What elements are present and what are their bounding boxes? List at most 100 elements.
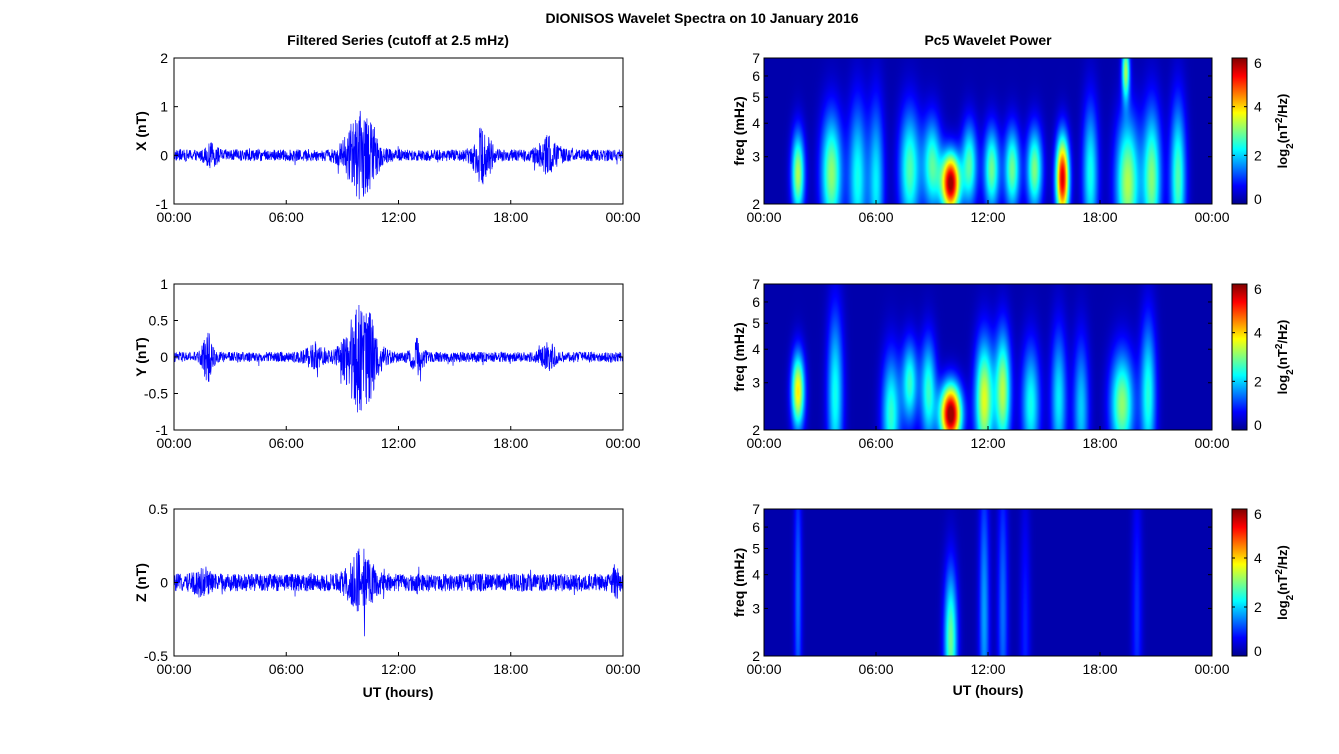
series-x-xtick-label: 00:00	[605, 209, 640, 225]
spectrum-z-ytick-label: 5	[752, 540, 760, 556]
spectrum-z-ylabel: freq (mHz)	[731, 548, 747, 617]
spectrum-x-colorbar-label: log2(nT2/Hz)	[1274, 94, 1296, 169]
series-y-line	[174, 304, 623, 413]
spectrum-x-colorbar-tick-label: 6	[1254, 55, 1262, 71]
spectrum-x-ytick-label: 2	[752, 196, 760, 212]
left-column-title: Filtered Series (cutoff at 2.5 mHz)	[287, 32, 509, 48]
spectrum-x-ylabel: freq (mHz)	[731, 96, 747, 165]
series-z-ytick-label: 0	[160, 575, 168, 591]
spectrum-z-colorbar-gradient	[1231, 508, 1248, 657]
spectrum-x-ytick-label: 6	[752, 68, 760, 84]
series-x-xtick-label: 12:00	[381, 209, 416, 225]
spectrum-z-heatmap-canvas	[764, 509, 1212, 656]
series-x-line	[174, 110, 623, 200]
spectrum-x-colorbar-gradient	[1231, 57, 1248, 205]
series-x-panel: -1 0 1 2 X (nT) 00:00 06:00 12:00 18:00 00:00	[133, 50, 641, 225]
spectrum-x-xtick-label: 00:00	[1194, 209, 1229, 225]
series-x-xtick-label: 18:00	[493, 209, 528, 225]
series-y-xtick-label: 00:00	[156, 435, 191, 451]
series-y-ylabel: Y (nT)	[133, 337, 149, 376]
spectrum-y-heatmap-canvas	[764, 284, 1212, 430]
series-x-ylabel: X (nT)	[133, 111, 149, 151]
series-y-xtick-label: 00:00	[605, 435, 640, 451]
spectrum-z-colorbar-tick-label: 6	[1254, 506, 1262, 522]
spectrum-z-colorbar-tick-label: 0	[1254, 643, 1262, 659]
spectrum-y-xtick-label: 06:00	[858, 435, 893, 451]
x-axis-label-right: UT (hours)	[953, 682, 1024, 698]
spectrum-y-panel: 2 3 4 5 6 7 freq (mHz) 0 2 4 6 log2(nT2/Hz) 00:00 06:…	[731, 276, 1296, 451]
series-z-xtick-label: 12:00	[381, 661, 416, 677]
series-z-xtick-label: 06:00	[269, 661, 304, 677]
series-x-xtick-label: 00:00	[156, 209, 191, 225]
spectrum-z-xtick-label: 00:00	[746, 661, 781, 677]
spectrum-x-colorbar-tick-label: 4	[1254, 99, 1262, 115]
spectrum-y-xtick-label: 00:00	[1194, 435, 1229, 451]
spectrum-y-colorbar-tick-label: 2	[1254, 373, 1262, 389]
spectrum-x-xtick-label: 00:00	[746, 209, 781, 225]
series-y-xtick-label: 18:00	[493, 435, 528, 451]
series-x-ytick-label: -1	[156, 196, 169, 212]
spectrum-y-ylabel: freq (mHz)	[731, 322, 747, 391]
spectrum-z-colorbar-tick-label: 2	[1254, 599, 1262, 615]
series-x-plot-area	[174, 58, 623, 204]
spectrum-z-xtick-label: 06:00	[858, 661, 893, 677]
spectrum-z-xtick-label: 12:00	[970, 661, 1005, 677]
series-z-xtick-label: 00:00	[605, 661, 640, 677]
spectrum-x-colorbar: 0 2 4 6 log2(nT2/Hz)	[1231, 55, 1296, 207]
spectrum-y-ytick-label: 2	[752, 422, 760, 438]
spectrum-x-ytick-label: 5	[752, 89, 760, 105]
spectrum-y-colorbar-tick-label: 0	[1254, 417, 1262, 433]
spectrum-z-colorbar-tick-label: 4	[1254, 550, 1262, 566]
spectrum-y-ytick-label: 7	[752, 276, 760, 292]
spectrum-x-heatmap-canvas	[764, 58, 1212, 204]
spectrum-y-ytick-label: 5	[752, 315, 760, 331]
spectrum-z-xtick-label: 00:00	[1194, 661, 1229, 677]
spectrum-x-ytick-label: 3	[752, 149, 760, 165]
spectrum-x-xtick-label: 12:00	[970, 209, 1005, 225]
spectrum-y-ytick-label: 4	[752, 341, 760, 357]
spectrum-z-colorbar-label: log2(nT2/Hz)	[1274, 545, 1296, 620]
spectrum-z-panel: 2 3 4 5 6 7 freq (mHz) 0 2 4 6 log2(nT2/Hz) 00:00 06:…	[731, 501, 1296, 677]
series-z-line	[174, 548, 623, 637]
series-z-xtick-label: 00:00	[156, 661, 191, 677]
spectrum-y-xtick-label: 12:00	[970, 435, 1005, 451]
series-z-ylabel: Z (nT)	[133, 563, 149, 602]
spectrum-z-ytick-label: 6	[752, 519, 760, 535]
spectrum-y-heatmap	[764, 284, 1212, 430]
spectrum-y-xtick-label: 00:00	[746, 435, 781, 451]
series-y-ytick-label: -1	[156, 422, 169, 438]
spectrum-y-colorbar-tick-label: 6	[1254, 281, 1262, 297]
series-y-xtick-label: 06:00	[269, 435, 304, 451]
spectrum-x-xtick-label: 18:00	[1082, 209, 1117, 225]
spectrum-y-xtick-label: 18:00	[1082, 435, 1117, 451]
spectrum-y-colorbar-gradient	[1231, 283, 1248, 431]
series-x-xtick-label: 06:00	[269, 209, 304, 225]
spectrum-x-heatmap	[764, 58, 1212, 204]
spectrum-x-ytick-label: 7	[752, 50, 760, 66]
series-x-ytick-label: 1	[160, 99, 168, 115]
series-y-ytick-label: 0	[160, 349, 168, 365]
spectrum-z-ytick-label: 2	[752, 648, 760, 664]
series-z-ytick-label: 0.5	[149, 501, 169, 517]
spectrum-x-panel: 2 3 4 5 6 7 freq (mHz) 0 2 4 6 log2(nT2/Hz) 00:00 06:…	[731, 50, 1296, 225]
figure-title: DIONISOS Wavelet Spectra on 10 January 2…	[545, 10, 858, 26]
series-y-ytick-label: -0.5	[144, 386, 168, 402]
x-axis-label-left: UT (hours)	[363, 684, 434, 700]
spectrum-z-heatmap	[764, 509, 1212, 656]
spectrum-z-colorbar: 0 2 4 6 log2(nT2/Hz)	[1231, 506, 1296, 659]
spectrum-z-ytick-label: 4	[752, 567, 760, 583]
series-x-ytick-label: 0	[160, 147, 168, 163]
series-z-panel: -0.5 0 0.5 Z (nT) 00:00 06:00 12:00 18:00 00:00	[133, 501, 641, 677]
spectrum-x-colorbar-tick-label: 0	[1254, 191, 1262, 207]
series-y-ytick-label: 0.5	[149, 313, 169, 329]
spectrum-z-xtick-label: 18:00	[1082, 661, 1117, 677]
spectrum-x-colorbar-tick-label: 2	[1254, 147, 1262, 163]
spectrum-x-xtick-label: 06:00	[858, 209, 893, 225]
spectrum-y-ytick-label: 6	[752, 294, 760, 310]
series-y-xtick-label: 12:00	[381, 435, 416, 451]
series-x-ytick-label: 2	[160, 50, 168, 66]
spectrum-y-colorbar-label: log2(nT2/Hz)	[1274, 320, 1296, 395]
spectrum-z-ytick-label: 3	[752, 600, 760, 616]
series-z-xtick-label: 18:00	[493, 661, 528, 677]
